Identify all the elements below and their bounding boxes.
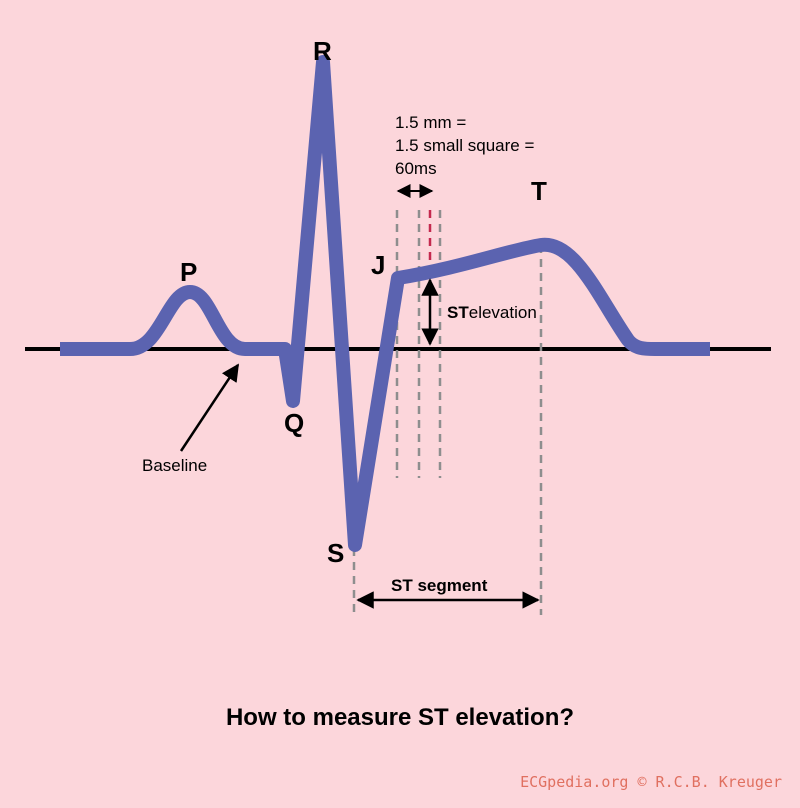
- r-wave-label: R: [313, 36, 332, 66]
- q-wave-label: Q: [284, 408, 304, 438]
- st-elevation-suffix: elevation: [469, 303, 537, 322]
- diagram-title: How to measure ST elevation?: [226, 704, 574, 731]
- st-segment-label: ST segment: [391, 576, 488, 595]
- baseline-label: Baseline: [142, 456, 207, 475]
- credit-text: ECGpedia.org © R.C.B. Kreuger: [520, 773, 782, 791]
- ecg-waveform: [60, 55, 710, 552]
- measure-note-line2: 1.5 small square =: [395, 136, 534, 155]
- measure-note-line3: 60ms: [395, 159, 437, 178]
- s-wave-label: S: [327, 538, 344, 568]
- j-point-label: J: [371, 250, 385, 280]
- st-elevation-prefix: ST: [447, 303, 469, 322]
- measure-note-line1: 1.5 mm =: [395, 113, 466, 132]
- baseline-pointer-arrow: [179, 363, 240, 452]
- t-wave-label: T: [531, 176, 547, 206]
- p-wave-label: P: [180, 257, 197, 287]
- guide-lines: [352, 210, 543, 615]
- st-elevation-label: STelevation: [447, 303, 537, 322]
